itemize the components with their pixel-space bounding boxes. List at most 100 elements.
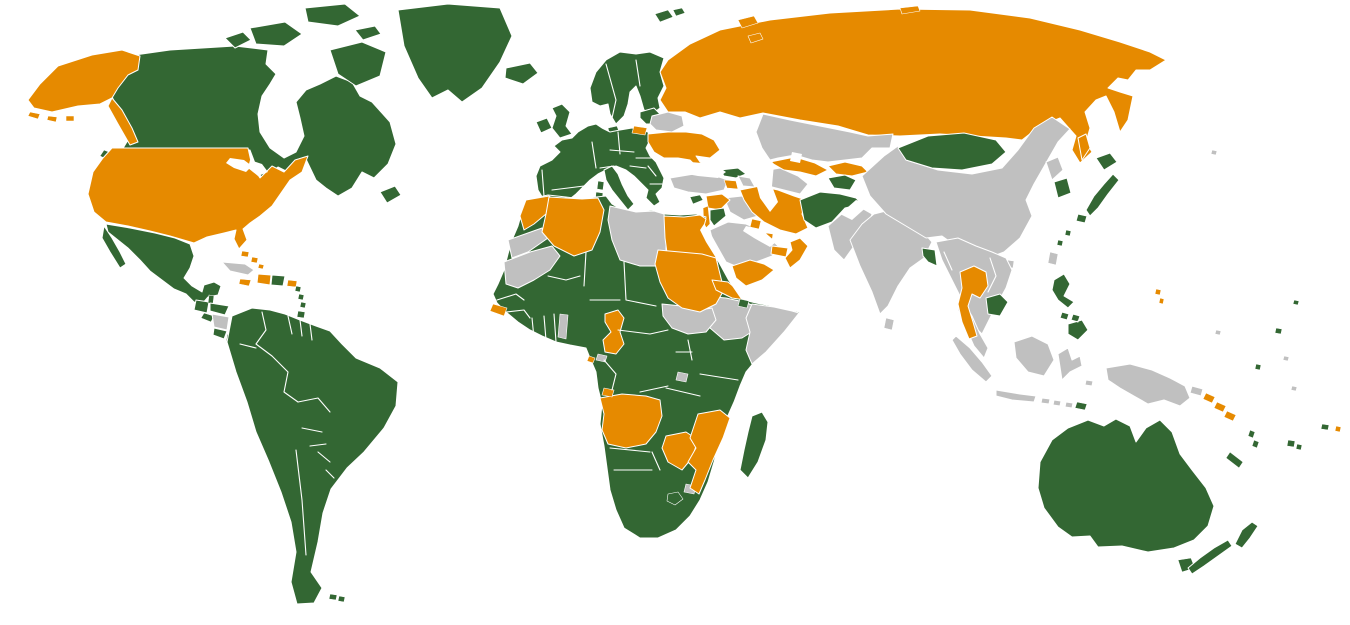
territory-puerto-rico	[286, 279, 298, 288]
continent-africa	[492, 194, 801, 539]
country-sri-lanka	[883, 317, 895, 331]
country-italy	[603, 165, 635, 211]
islands-aleutian	[27, 111, 75, 123]
country-vanuatu	[1247, 429, 1260, 449]
country-taiwan	[1047, 251, 1059, 266]
country-philippines	[1051, 273, 1089, 341]
country-belarus	[649, 111, 685, 133]
country-australia	[1037, 418, 1215, 553]
island-newfoundland	[379, 185, 402, 204]
country-ukraine	[647, 131, 721, 169]
island-new-guinea	[1105, 363, 1204, 407]
persian-gulf	[743, 226, 776, 247]
country-tajikistan	[827, 174, 857, 191]
country-angola	[599, 393, 663, 449]
region-alaska	[27, 49, 141, 113]
country-armenia	[723, 179, 739, 190]
country-azerbaijan	[737, 175, 756, 188]
islands-ryukyu	[1056, 229, 1072, 247]
country-china	[861, 116, 1071, 259]
country-iceland	[504, 62, 539, 85]
island-sakhalin	[1077, 133, 1091, 161]
country-kyrgyzstan	[827, 161, 869, 177]
country-borders	[239, 59, 997, 556]
country-south-korea	[1053, 177, 1072, 199]
country-belize	[207, 294, 215, 305]
country-bangladesh	[921, 247, 938, 267]
country-japan	[1075, 152, 1120, 224]
islands-lesser-antilles	[294, 285, 307, 319]
country-india	[849, 209, 933, 315]
country-cyprus	[689, 194, 704, 205]
country-new-zealand	[1187, 521, 1259, 575]
country-algeria	[541, 196, 605, 257]
territory-new-caledonia	[1225, 451, 1244, 469]
country-greenland	[397, 3, 513, 103]
country-madagascar	[739, 411, 769, 479]
country-iran	[739, 185, 809, 235]
country-honduras	[209, 302, 230, 316]
country-costa-rica	[212, 327, 228, 340]
country-kuwait	[749, 218, 762, 230]
country-nicaragua	[211, 313, 230, 331]
country-cambodia	[985, 293, 1009, 317]
country-mongolia	[897, 132, 1007, 171]
country-usa	[87, 147, 309, 250]
region-kaliningrad	[631, 125, 648, 136]
country-solomon-islands	[1202, 392, 1237, 422]
islands-pacific-green	[1254, 299, 1330, 431]
kashmir-region	[840, 200, 870, 220]
country-cameroon	[602, 309, 625, 355]
canada-arctic-islands	[224, 3, 387, 87]
country-timor-leste	[1074, 401, 1088, 411]
country-jordan	[709, 207, 727, 227]
region-cabinda	[601, 387, 615, 398]
caspian-sea	[750, 152, 778, 212]
black-sea	[658, 160, 726, 178]
country-guatemala	[193, 299, 210, 314]
country-somalia	[745, 303, 800, 365]
country-indonesia	[951, 335, 1094, 409]
country-mauritania	[503, 245, 561, 289]
region-alaska-panhandle	[107, 97, 139, 146]
country-cuba	[221, 261, 255, 276]
country-rwanda	[675, 371, 689, 383]
region-baja-california	[101, 225, 127, 269]
region-europe-mainland	[535, 123, 665, 207]
islands-falkland	[328, 593, 346, 603]
islands-pacific-orange	[1154, 288, 1342, 433]
country-sao-tome	[586, 355, 596, 364]
country-el-salvador	[200, 312, 215, 323]
country-lesotho	[666, 491, 684, 506]
country-djibouti	[737, 298, 750, 309]
territory-western-sahara	[507, 227, 549, 259]
country-mozambique	[687, 409, 731, 495]
continent-south-america	[226, 307, 399, 605]
water-bodies	[226, 152, 870, 300]
country-syria	[705, 193, 731, 211]
aral-sea	[790, 152, 802, 163]
country-sudan	[654, 249, 725, 313]
country-mexico	[105, 223, 222, 305]
country-oman	[784, 237, 809, 269]
great-lakes	[226, 158, 268, 176]
country-uae	[770, 245, 789, 258]
islands-pacific-gray	[1210, 149, 1298, 392]
red-sea	[700, 224, 748, 300]
country-fiji	[1286, 439, 1303, 451]
country-thailand	[957, 265, 989, 340]
country-haiti	[256, 273, 272, 286]
region-british-isles	[535, 103, 573, 139]
country-russia	[659, 8, 1167, 164]
country-bahamas	[240, 250, 265, 270]
country-yemen	[731, 259, 775, 287]
country-north-korea	[1045, 156, 1064, 181]
country-guinea-bissau	[489, 303, 508, 317]
islands-russian-arctic	[737, 5, 921, 44]
country-togo	[557, 313, 569, 340]
country-jamaica	[238, 278, 252, 287]
country-dominican-republic	[270, 274, 286, 287]
islands-svalbard	[654, 7, 686, 23]
